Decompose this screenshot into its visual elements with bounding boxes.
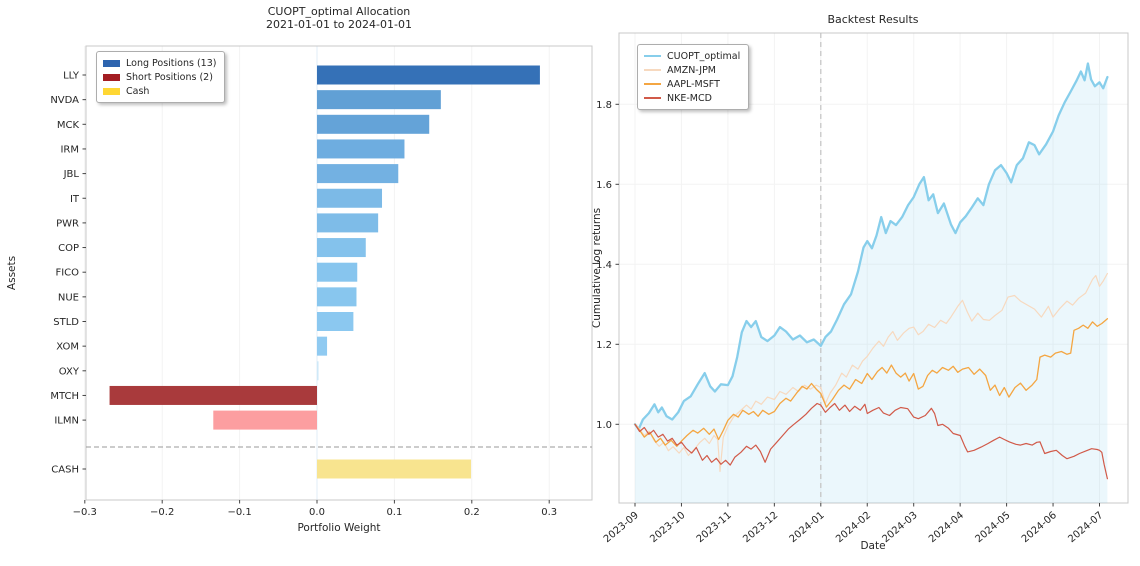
x-tick-label: 2023-12 [741, 510, 780, 545]
allocation-legend: Long Positions (13) Short Positions (2) Ca… [96, 51, 226, 103]
bar-NUE [317, 287, 357, 307]
series-AMZN-JPM [634, 272, 1109, 473]
y-tick-label: 1.2 [596, 340, 612, 351]
bar-XOM [317, 336, 328, 356]
legend-item: Short Positions (2) [103, 70, 216, 84]
x-tick-label: 2024-03 [881, 510, 920, 545]
legend-item: Cash [103, 84, 216, 98]
legend-line-swatch [644, 55, 661, 57]
y-tick-label: PWR [56, 218, 79, 229]
x-tick-label: −0.3 [73, 507, 97, 518]
y-tick-label: IRM [60, 144, 79, 155]
x-tick-label: 2024-05 [973, 510, 1012, 545]
bar-LLY [317, 65, 540, 85]
allocation-xlabel: Portfolio Weight [297, 522, 380, 534]
allocation-title-line1: CUOPT_optimal Allocation [268, 5, 411, 18]
allocation-ylabel: Assets [6, 256, 18, 290]
x-tick-label: 2024-01 [788, 510, 827, 545]
x-tick-label: 2024-04 [927, 510, 966, 545]
legend-swatch [103, 73, 120, 81]
bar-NVDA [317, 90, 441, 110]
legend-item: AMZN-JPM [644, 63, 740, 77]
bar-IRM [317, 139, 405, 159]
y-tick-label: 1.8 [596, 100, 612, 111]
y-tick-label: FICO [55, 268, 79, 279]
area-fill-cuopt [635, 63, 1108, 503]
backtest-xlabel: Date [860, 540, 885, 552]
series-CUOPT_optimal [633, 62, 1109, 431]
legend-line-swatch [644, 97, 661, 99]
y-tick-label: MTCH [50, 391, 79, 402]
y-tick-label: XOM [56, 342, 79, 353]
bar-MTCH [109, 385, 318, 405]
y-tick-label: NUE [58, 292, 79, 303]
y-tick-label: COP [58, 243, 79, 254]
y-tick-label: JBL [63, 169, 80, 180]
y-tick-label: ILMN [54, 416, 79, 427]
y-tick-label: 1.0 [596, 420, 612, 431]
y-tick-label: 1.4 [596, 260, 612, 271]
y-tick-label: OXY [59, 366, 80, 377]
y-tick-label: STLD [53, 317, 79, 328]
legend-item: AAPL-MSFT [644, 77, 740, 91]
x-tick-label: 0.1 [386, 507, 402, 518]
legend-line-swatch [644, 69, 661, 71]
allocation-plot-area: LLY NVDA MCK IRM JBL IT PWR COP FICO NUE STLD XOM OX… [50, 45, 593, 518]
bar-JBL [317, 164, 399, 184]
legend-label: NKE-MCD [667, 92, 712, 104]
bar-IT [317, 188, 383, 208]
bar-CASH [317, 459, 472, 479]
legend-item: NKE-MCD [644, 91, 740, 105]
plot-border [618, 32, 1129, 504]
legend-swatch [103, 87, 120, 95]
legend-label: CUOPT_optimal [667, 50, 741, 62]
x-tick-label: 2023-09 [602, 510, 641, 545]
x-tick-label: 2023-10 [648, 510, 687, 545]
x-tick-label: 0.0 [309, 507, 325, 518]
x-tick-label: 0.2 [464, 507, 480, 518]
plot-border [85, 45, 593, 501]
y-tick-label: IT [70, 194, 80, 205]
bar-MCK [317, 114, 430, 134]
bar-ILMN [213, 410, 317, 430]
x-tick-label: −0.2 [150, 507, 174, 518]
legend-label: AMZN-JPM [667, 64, 716, 76]
bar-COP [317, 238, 366, 258]
backtest-ylabel: Cumulative log returns [591, 208, 603, 328]
legend-label: Cash [126, 85, 150, 97]
x-tick-label: 2024-06 [1020, 510, 1059, 545]
y-tick-label: NVDA [50, 95, 79, 106]
series-AAPL-MSFT [634, 318, 1109, 447]
bar-OXY [317, 361, 319, 381]
legend-line-swatch [644, 83, 661, 85]
legend-item: CUOPT_optimal [644, 49, 740, 63]
allocation-title-line2: 2021-01-01 to 2024-01-01 [266, 18, 412, 31]
backtest-title: Backtest Results [827, 13, 918, 26]
legend-label: Long Positions (13) [126, 57, 217, 69]
x-tick-label: 2024-07 [1066, 510, 1105, 545]
y-tick-label: MCK [57, 120, 80, 131]
y-tick-label: CASH [51, 465, 79, 476]
series-NKE-MCD [634, 402, 1109, 480]
legend-swatch [103, 59, 120, 67]
y-tick-label: 1.6 [596, 180, 612, 191]
legend-item: Long Positions (13) [103, 56, 216, 70]
backtest-legend: CUOPT_optimal AMZN-JPM AAPL-MSFT NKE-MCD [637, 44, 750, 110]
legend-label: Short Positions (2) [126, 71, 213, 83]
x-tick-label: −0.1 [227, 507, 251, 518]
bar-FICO [317, 262, 358, 282]
x-tick-label: 2023-11 [695, 510, 734, 545]
bar-PWR [317, 213, 379, 233]
legend-label: AAPL-MSFT [667, 78, 720, 90]
x-tick-label: 0.3 [541, 507, 557, 518]
y-tick-label: LLY [63, 71, 80, 82]
bar-STLD [317, 312, 354, 331]
